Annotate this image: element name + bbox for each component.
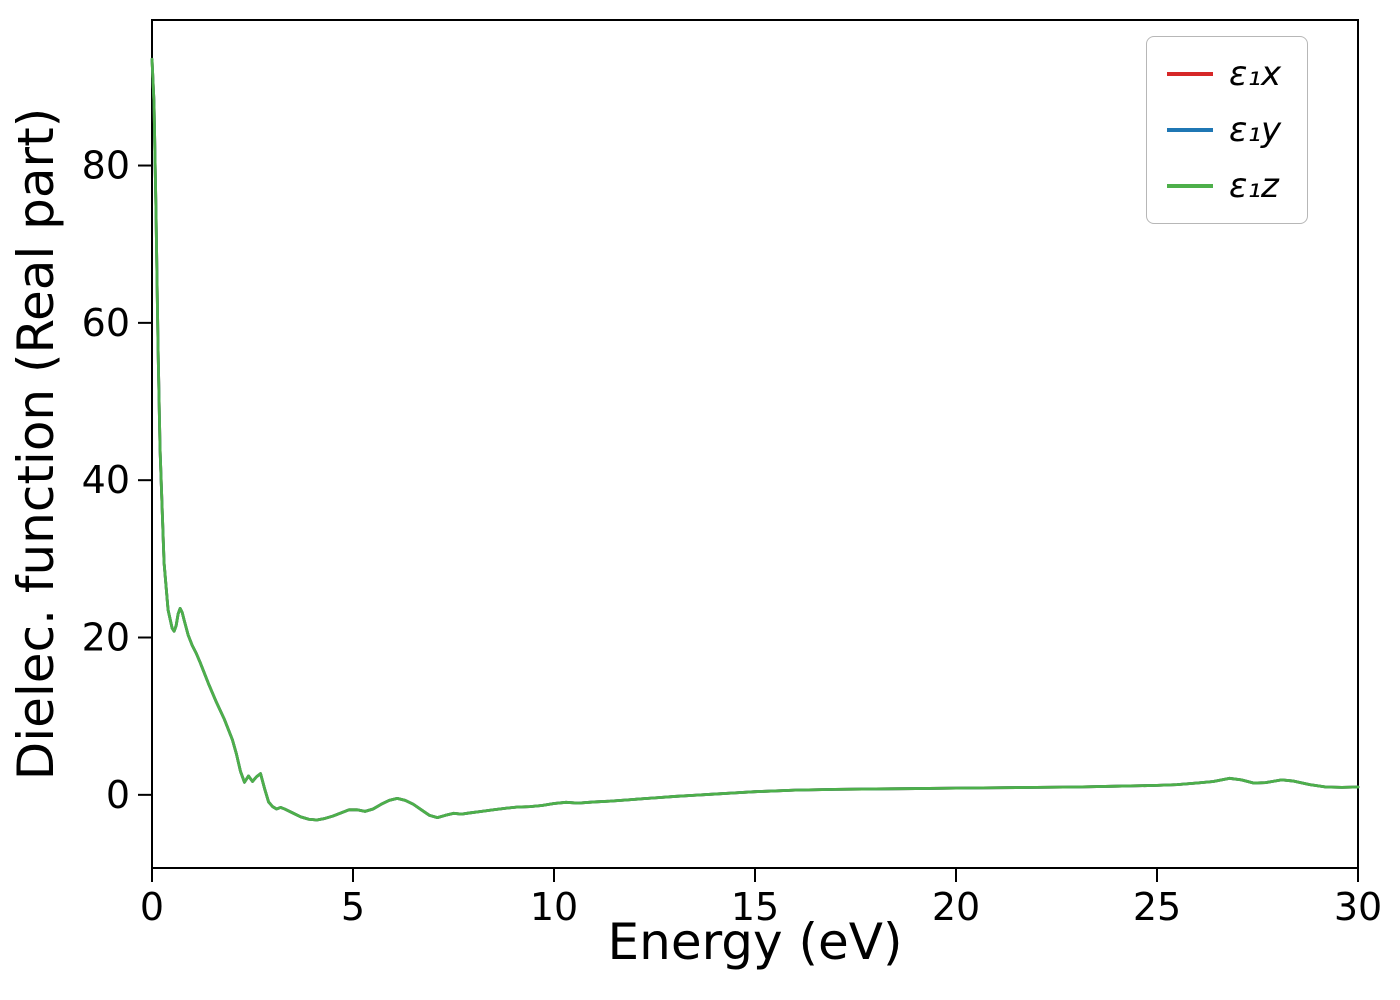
y-tick-label: 60: [82, 301, 130, 345]
x-tick-label: 0: [140, 885, 164, 929]
legend-entry-eps1y: ε₁y: [1167, 107, 1281, 153]
x-tick-label: 15: [731, 885, 779, 929]
legend-entry-eps1z: ε₁z: [1167, 163, 1281, 209]
y-axis-label: Dielec. function (Real part): [7, 107, 65, 781]
y-tick-label: 0: [106, 773, 130, 817]
legend-line-eps1z-icon: [1167, 184, 1213, 188]
x-tick-label: 30: [1334, 885, 1382, 929]
y-tick-label: 80: [82, 144, 130, 188]
x-tick-label: 10: [530, 885, 578, 929]
x-axis-label: Energy (eV): [607, 913, 903, 971]
y-tick-label: 20: [82, 616, 130, 660]
legend-entry-eps1x: ε₁x: [1167, 51, 1281, 97]
legend-label-eps1z: ε₁z: [1229, 166, 1279, 206]
legend-label-eps1y: ε₁y: [1229, 110, 1282, 150]
legend: ε₁x ε₁y ε₁z: [1146, 36, 1309, 224]
x-tick-label: 5: [341, 885, 365, 929]
legend-line-eps1x-icon: [1167, 72, 1213, 76]
legend-label-eps1x: ε₁x: [1229, 54, 1282, 94]
x-tick-label: 25: [1133, 885, 1181, 929]
y-tick-label: 40: [82, 458, 130, 502]
series-line-eps1z: [150, 57, 1360, 822]
x-tick-label: 20: [932, 885, 980, 929]
legend-line-eps1y-icon: [1167, 128, 1213, 132]
